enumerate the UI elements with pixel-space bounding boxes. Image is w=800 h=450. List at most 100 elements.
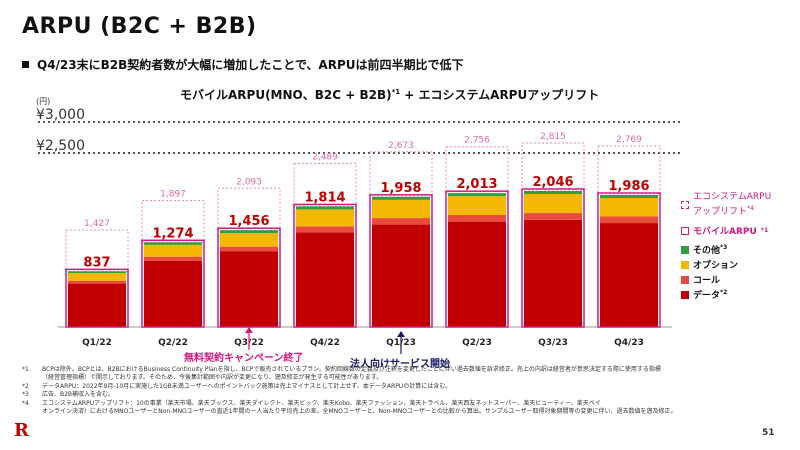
bar-segment-option xyxy=(600,197,658,217)
corporate-start-arrowhead xyxy=(397,331,405,337)
mobile-arpu-outline xyxy=(597,192,661,328)
y-unit-label: (円) xyxy=(36,97,50,106)
bar-segment-data xyxy=(68,283,126,327)
legend-call-label: コール xyxy=(693,276,721,286)
mobile-arpu-outline xyxy=(65,268,129,328)
footnote-text: オンライン決済）におけるMNOユーザーとNon-MNOユーザーの直近1年間の一人… xyxy=(42,408,677,416)
legend-ecosystem-note: *4 xyxy=(747,205,754,212)
bar-segment-data xyxy=(600,223,658,327)
chart-title-tail: + エコシステムARPUアップリフト xyxy=(400,88,600,102)
legend-data-text: データ xyxy=(693,291,721,301)
page-number: 51 xyxy=(762,428,775,438)
reference-line-label: ¥3,000 xyxy=(36,107,85,123)
legend-option-swatch xyxy=(681,260,689,269)
bar-segment-option xyxy=(524,194,582,214)
bar-segment-call xyxy=(372,218,430,225)
bar-segment-option xyxy=(372,199,430,219)
bar-segment-option xyxy=(220,233,278,247)
legend-other: その他*3 xyxy=(681,243,771,256)
chart-legend: エコシステムARPU アップリフト*4 モバイルARPU *1 その他*3 オプシ… xyxy=(681,192,771,303)
campaign-end-arrowhead xyxy=(245,327,253,333)
campaign-end-annotation: 無料契約キャンペーン終了 xyxy=(184,353,304,364)
footnote-row: *3 広告、B2B補収入を含む。 xyxy=(22,391,782,399)
mobile-arpu-outline xyxy=(369,194,433,328)
legend-data-label: データ*2 xyxy=(693,288,727,301)
bar-segment-data xyxy=(448,221,506,327)
footnote-row: *1 BCPは除外。BCPとは、B2BにおけるBusiness Continuit… xyxy=(22,366,782,374)
reference-line-label: ¥2,500 xyxy=(36,138,85,154)
footnote-text: BCPは除外。BCPとは、B2BにおけるBusiness Continuity … xyxy=(42,366,661,373)
footnote-row: *4 エコシステムARPUアップリフト：10の事業（楽天市場、楽天ブックス、楽天ダ… xyxy=(22,400,782,408)
bullet-icon xyxy=(22,61,29,68)
mobile-arpu-label: 1,958 xyxy=(380,181,421,196)
bar-segment-other xyxy=(296,206,354,210)
footnote-text: エコシステムARPUアップリフト：10の事業（楽天市場、楽天ブックス、楽天ダイレ… xyxy=(42,399,601,407)
legend-data-swatch xyxy=(681,290,689,299)
bar-segment-option xyxy=(296,209,354,227)
x-tick-label: Q4/22 xyxy=(310,338,340,348)
legend-mobile-swatch xyxy=(681,226,689,235)
mobile-arpu-outline xyxy=(445,190,509,328)
legend-option: オプション xyxy=(681,258,771,271)
ecosystem-uplift-box xyxy=(293,162,357,207)
bar-segment-call xyxy=(144,256,202,261)
legend-other-swatch xyxy=(681,245,689,254)
bar-segment-data xyxy=(524,219,582,327)
footnote-text: データARPU：2022年9月-10月に実施した1GB未満ユーザーへのポイントバ… xyxy=(42,382,452,390)
bar-segment-data xyxy=(372,224,430,327)
x-tick-label: Q1/22 xyxy=(82,338,112,348)
bar-segment-option xyxy=(144,244,202,257)
legend-data-note: *2 xyxy=(720,289,728,296)
mobile-arpu-outline xyxy=(293,203,357,328)
ecosystem-total-label: 2,815 xyxy=(540,132,566,142)
bar-segment-other xyxy=(372,196,430,200)
footnote-row: *2 データARPU：2022年9月-10月に実施した1GB未満ユーザーへのポイン… xyxy=(22,383,782,391)
mobile-arpu-label: 1,986 xyxy=(608,179,649,194)
ecosystem-total-label: 2,489 xyxy=(312,152,338,162)
ecosystem-total-label: 1,427 xyxy=(84,219,110,229)
x-tick-label: Q2/23 xyxy=(462,338,492,348)
footnote-mark xyxy=(22,374,36,382)
mobile-arpu-label: 1,274 xyxy=(152,226,193,241)
bar-segment-data xyxy=(144,260,202,327)
legend-mobile: モバイルARPU *1 xyxy=(681,224,771,237)
footnote-mark: *4 xyxy=(22,399,29,407)
ecosystem-total-label: 2,756 xyxy=(464,136,490,146)
mobile-arpu-outline xyxy=(521,188,585,328)
bar-segment-call xyxy=(448,214,506,222)
bar-segment-data xyxy=(296,232,354,327)
bar-segment-other xyxy=(144,242,202,245)
legend-call-swatch xyxy=(681,275,689,284)
x-tick-label: Q3/23 xyxy=(538,338,568,348)
footnote-row: （経営管理指標）で開示しております。そのため、今後集計範囲や内訳が変更になり、遡… xyxy=(22,374,782,382)
bar-segment-other xyxy=(600,194,658,198)
mobile-arpu-outline xyxy=(141,239,205,328)
bar-segment-call xyxy=(220,246,278,252)
chart-title-text: モバイルARPU(MNO、B2C + B2B) xyxy=(180,88,392,102)
bar-segment-call xyxy=(68,280,126,284)
ecosystem-uplift-box xyxy=(445,146,509,194)
mobile-arpu-label: 1,456 xyxy=(228,214,269,229)
mobile-arpu-label: 1,814 xyxy=(304,190,345,205)
ecosystem-uplift-box xyxy=(597,145,661,196)
footnote-mark: *2 xyxy=(22,382,29,390)
footnote-mark xyxy=(22,408,36,416)
mobile-arpu-label: 2,013 xyxy=(456,177,497,192)
footnote-mark: *3 xyxy=(22,391,29,399)
chart-title: モバイルARPU(MNO、B2C + B2B)*1 + エコシステムARPUアッ… xyxy=(180,86,599,103)
legend-data: データ*2 xyxy=(681,288,771,301)
legend-mobile-note: *1 xyxy=(760,227,769,234)
bar-segment-data xyxy=(220,251,278,327)
footnote-text: 広告、B2B補収入を含む。 xyxy=(42,391,115,399)
footnote-text: （経営管理指標）で開示しております。そのため、今後集計範囲や内訳が変更になり、遡… xyxy=(42,374,383,382)
bar-segment-other xyxy=(524,191,582,194)
bar-segment-call xyxy=(296,226,354,233)
legend-call: コール xyxy=(681,273,771,286)
bar-segment-option xyxy=(448,196,506,215)
mobile-arpu-label: 2,046 xyxy=(532,175,573,190)
rakuten-logo: R xyxy=(14,420,29,441)
page-title: ARPU (B2C + B2B) xyxy=(22,14,257,39)
bar-segment-option xyxy=(68,273,126,281)
x-tick-label: Q4/23 xyxy=(614,338,644,348)
